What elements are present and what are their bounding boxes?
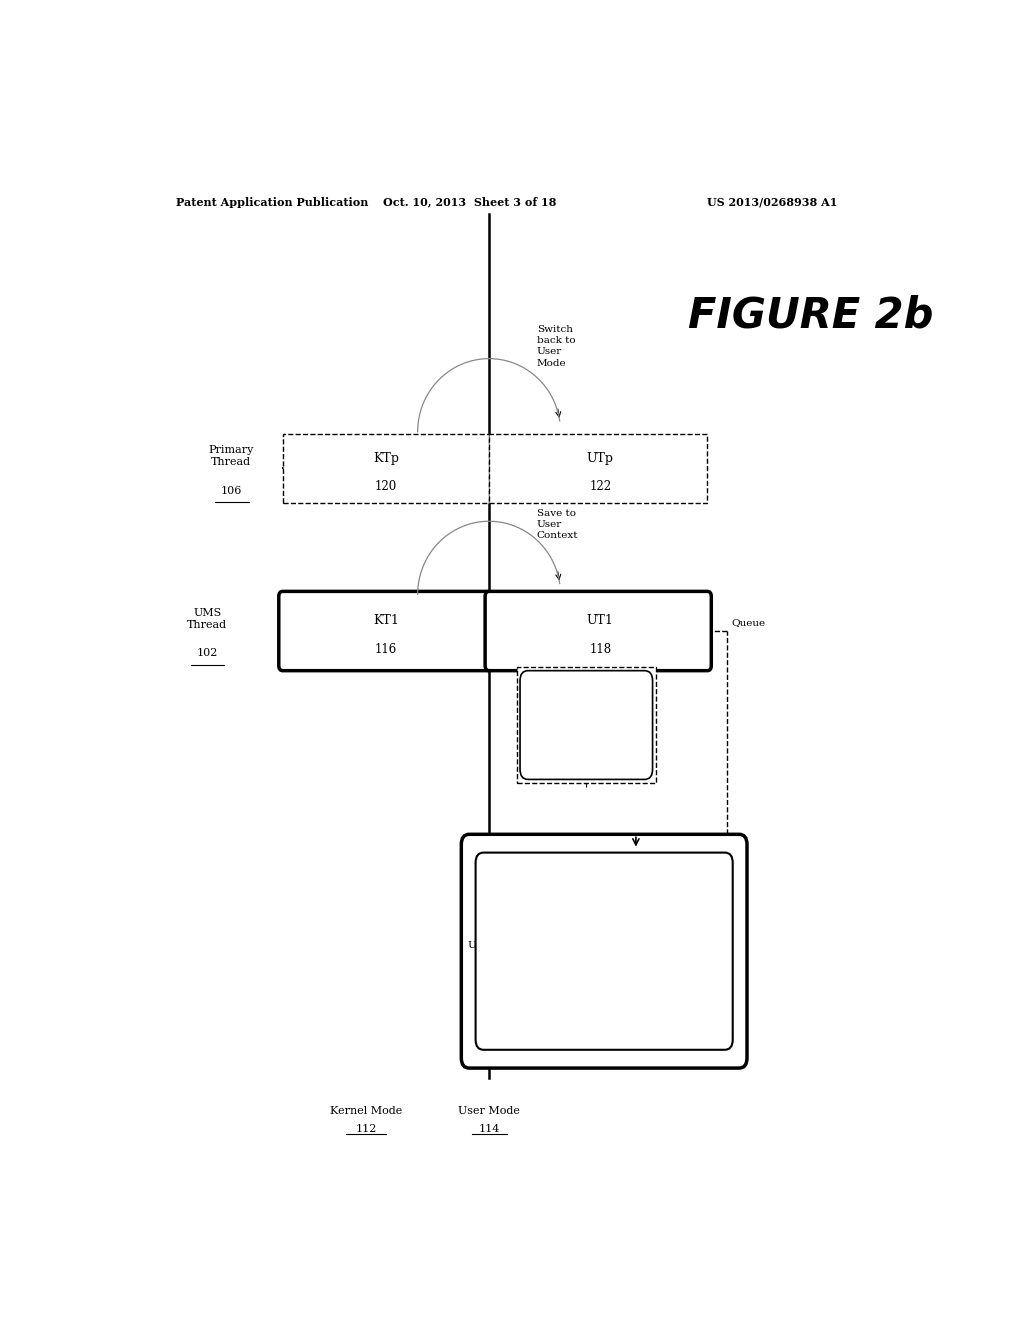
FancyBboxPatch shape <box>520 671 652 779</box>
FancyBboxPatch shape <box>279 591 494 671</box>
Text: 102: 102 <box>197 648 218 659</box>
Text: FIGURE 2b: FIGURE 2b <box>688 294 933 337</box>
Text: User Mode: User Mode <box>458 1106 520 1115</box>
Text: Save to
User
Context: Save to User Context <box>537 508 579 540</box>
Text: 118: 118 <box>589 643 611 656</box>
Text: 116: 116 <box>375 643 397 656</box>
Text: UMS Completion
List 202: UMS Completion List 202 <box>468 941 558 961</box>
Text: 120: 120 <box>375 480 397 494</box>
FancyBboxPatch shape <box>461 834 748 1068</box>
Text: UTp: UTp <box>587 451 613 465</box>
Text: UMS
Thread: UMS Thread <box>187 607 227 630</box>
Text: Primary
Thread: Primary Thread <box>209 445 254 467</box>
Text: Oct. 10, 2013  Sheet 3 of 18: Oct. 10, 2013 Sheet 3 of 18 <box>383 197 556 207</box>
FancyBboxPatch shape <box>485 591 712 671</box>
FancyBboxPatch shape <box>475 853 733 1049</box>
FancyBboxPatch shape <box>489 434 708 503</box>
Text: UT1: UT1 <box>621 935 651 948</box>
FancyBboxPatch shape <box>517 667 655 784</box>
Text: 114: 114 <box>478 1125 500 1134</box>
FancyBboxPatch shape <box>283 434 489 503</box>
Text: KTp: KTp <box>373 451 399 465</box>
Text: 118: 118 <box>624 970 648 983</box>
Text: KT1: KT1 <box>373 614 399 627</box>
Text: US 2013/0268938 A1: US 2013/0268938 A1 <box>708 197 838 207</box>
Text: 106: 106 <box>220 486 242 496</box>
Text: 112: 112 <box>355 1125 377 1134</box>
Text: Queue: Queue <box>731 618 765 627</box>
Text: UT1: UT1 <box>587 614 613 627</box>
Text: 122: 122 <box>589 480 611 494</box>
Text: Kernel Mode: Kernel Mode <box>330 1106 402 1115</box>
Text: User Mode
Stack 138: User Mode Stack 138 <box>557 715 615 735</box>
Text: Patent Application Publication: Patent Application Publication <box>176 197 368 207</box>
Text: Switch
back to
User
Mode: Switch back to User Mode <box>537 325 575 367</box>
